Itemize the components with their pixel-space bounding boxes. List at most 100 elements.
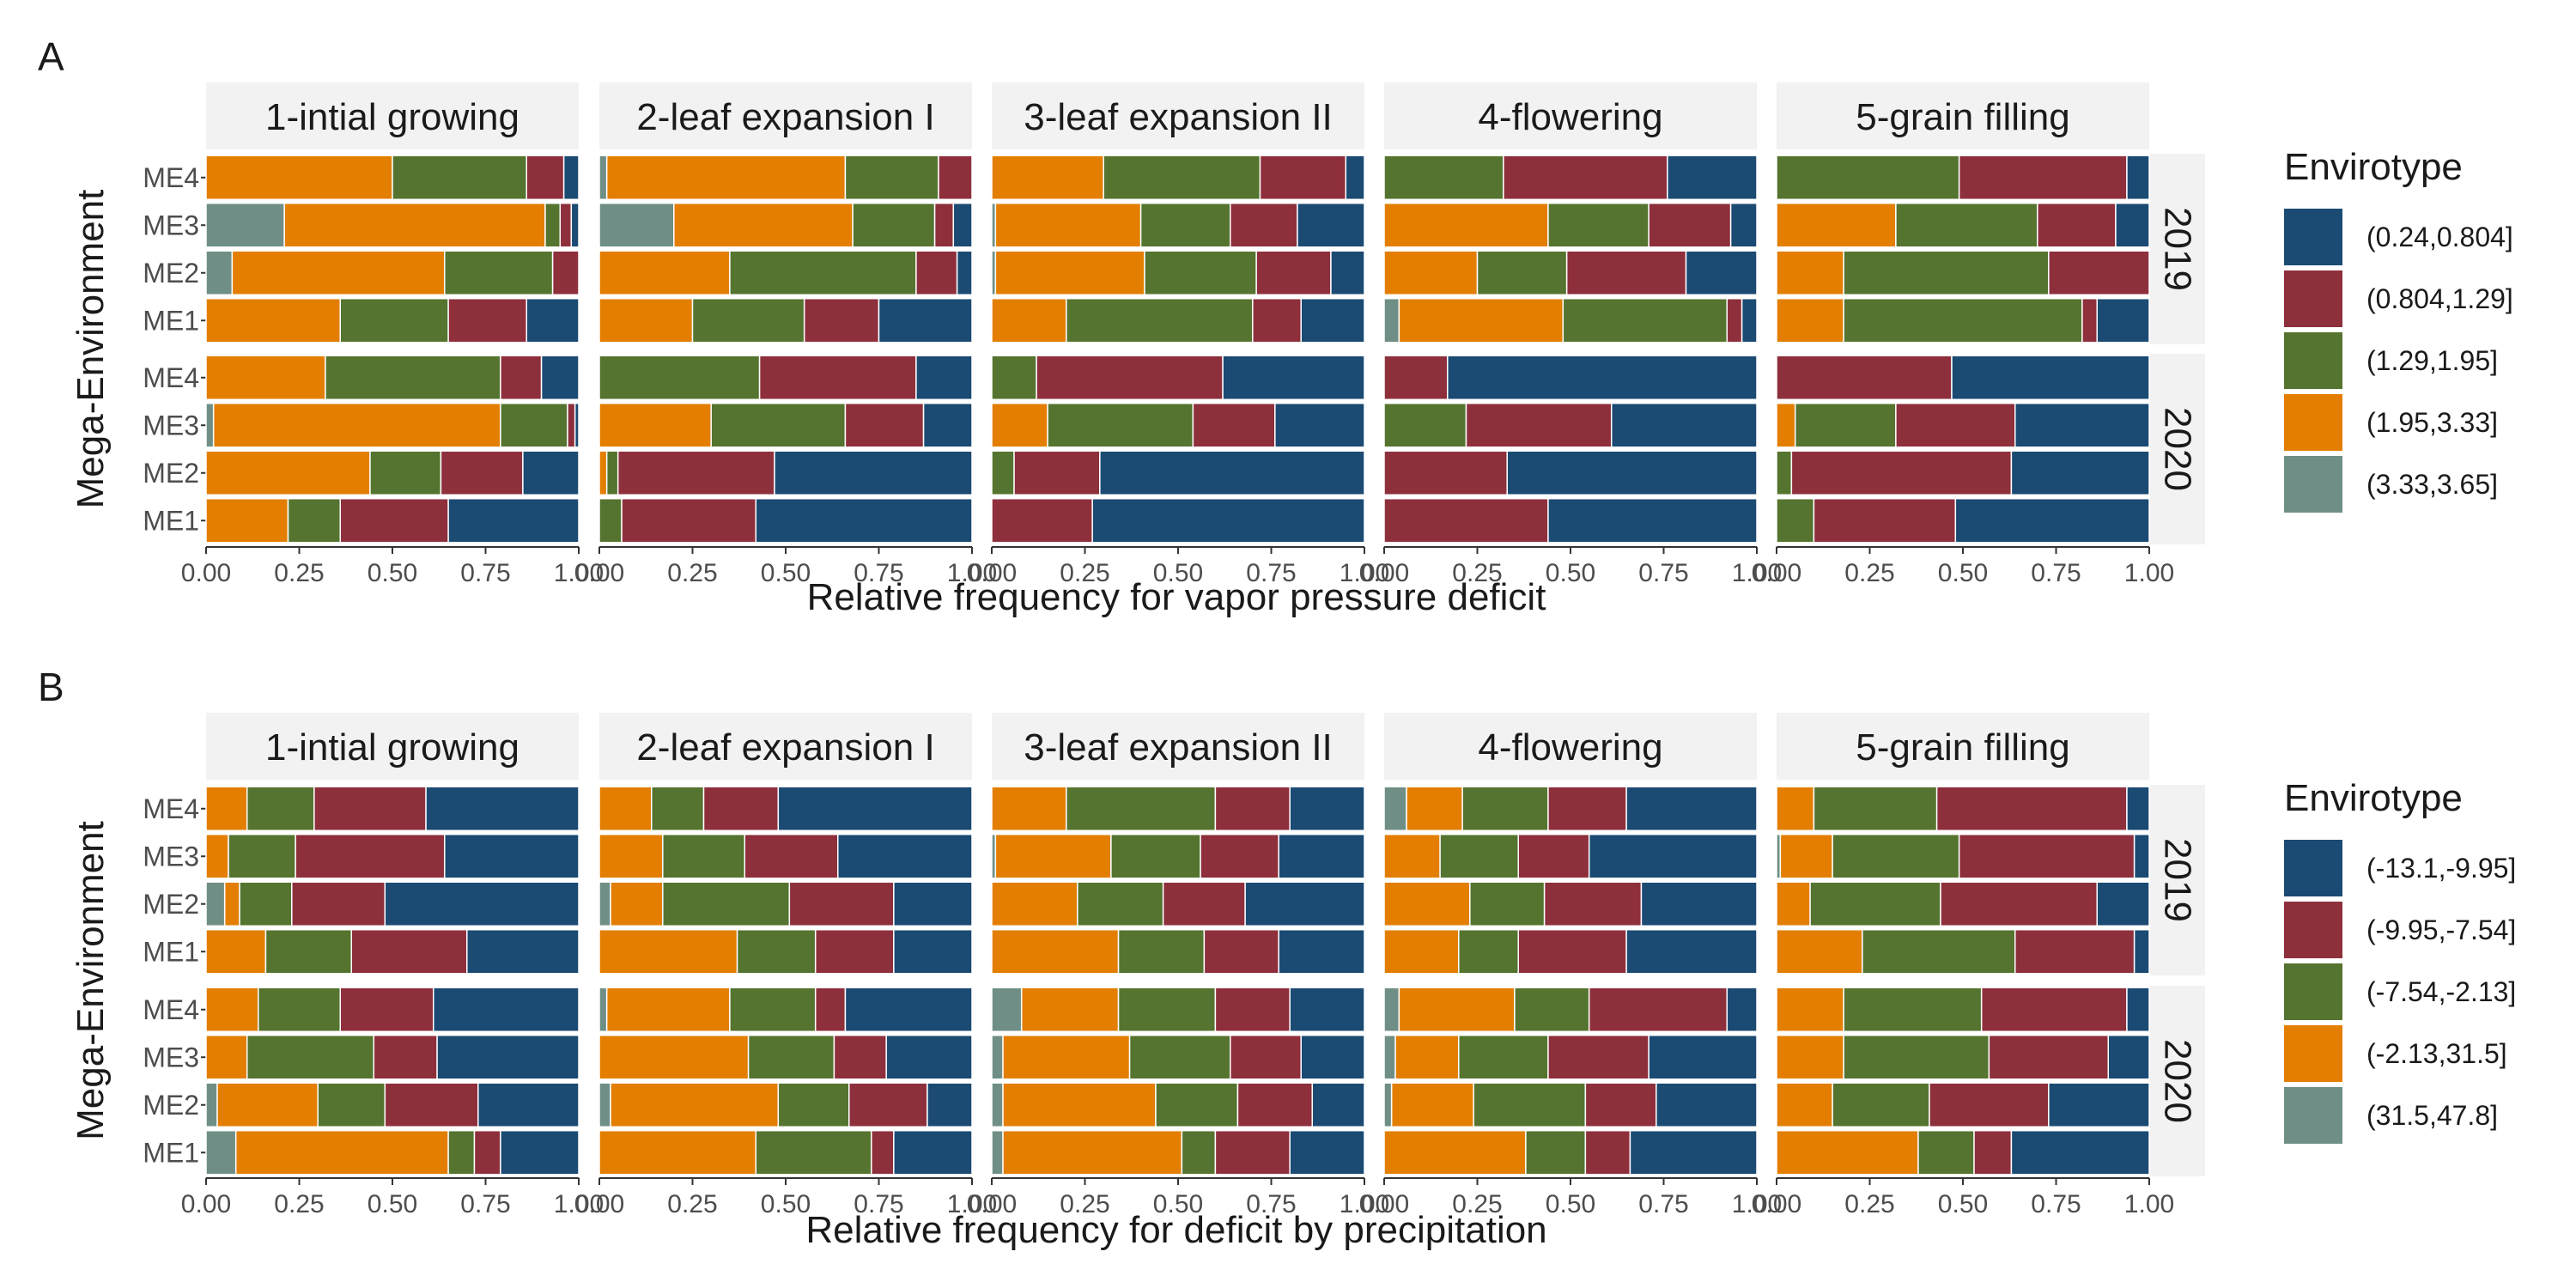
bar-segment <box>1951 355 2150 401</box>
x-tick-label: 1.00 <box>1732 559 1782 587</box>
bar-segment <box>1020 987 1120 1033</box>
bar-segment <box>1776 355 1953 401</box>
bar-segment <box>1383 202 1549 248</box>
bar-segment <box>1222 355 1365 401</box>
facet-strip-4 <box>1384 82 1757 149</box>
bar-segment <box>373 1034 438 1080</box>
x-tick-label: 1.00 <box>1340 1190 1389 1218</box>
bar-segment <box>922 402 973 448</box>
bar-segment <box>758 355 917 401</box>
bar-segment <box>1383 497 1549 544</box>
bar-segment <box>2126 155 2150 201</box>
bar-segment <box>1776 1034 1844 1080</box>
bar-segment <box>1843 297 2083 343</box>
year-strip-label: 2020 <box>2157 407 2199 491</box>
bar-segment <box>1954 497 2150 544</box>
bar-segment <box>1776 155 1960 201</box>
x-tick-label: 0.25 <box>274 1190 324 1218</box>
bar-segment <box>574 402 580 448</box>
bar-segment <box>1383 987 1400 1033</box>
bar-segment <box>1741 297 1758 343</box>
bar-segment <box>1640 881 1758 927</box>
bar-segment <box>952 202 973 248</box>
bar-segment <box>295 833 446 879</box>
x-tick-label: 1.00 <box>554 559 604 587</box>
bar-segment <box>814 987 847 1033</box>
bar-segment <box>729 250 917 296</box>
bar-segment <box>1958 155 2128 201</box>
bar-segment <box>1203 928 1279 975</box>
year-strip <box>2150 154 2205 344</box>
bar-segment <box>1656 1082 1758 1128</box>
chart-panel-a: A 1-intial growing 2-leaf expansion I 3-lea… <box>38 34 2513 618</box>
y-tick-label: ME1 <box>143 305 199 336</box>
bar-segment <box>991 497 1093 544</box>
bar-segment <box>500 355 543 401</box>
bar-segment <box>1162 881 1246 927</box>
bar-segment <box>933 202 955 248</box>
bar-segment <box>878 297 973 343</box>
bar-segment <box>747 1034 835 1080</box>
bar-segment <box>1980 987 2128 1033</box>
legend: Envirotype (-13.1,-9.95] (-9.95,-7.54] (-7.… <box>2284 777 2516 1144</box>
x-tick-label: 1.00 <box>947 559 997 587</box>
bar-segment <box>1383 833 1441 879</box>
facet-strip-5 <box>1777 82 2149 149</box>
bar-segment <box>1584 1082 1657 1128</box>
bar-segment <box>1383 402 1467 448</box>
bar-segment <box>1525 1129 1587 1176</box>
bar-segment <box>1439 833 1519 879</box>
bar-segment <box>1383 355 1449 401</box>
bar-segment <box>1790 450 2013 496</box>
bar-segment <box>598 1082 611 1128</box>
legend-title: Envirotype <box>2284 777 2463 819</box>
x-tick-label: 0.25 <box>1844 559 1894 587</box>
bar-segment <box>205 1034 248 1080</box>
bar-segment <box>1543 881 1643 927</box>
bar-segment <box>598 1129 757 1176</box>
legend-swatch <box>2284 1025 2342 1082</box>
x-tick-label: 0.00 <box>574 559 624 587</box>
x-axis-label: Relative frequency for deficit by precip… <box>805 1209 1546 1251</box>
bar-segment <box>1214 987 1291 1033</box>
y-tick-label: ME3 <box>143 410 199 440</box>
bar-segment <box>1776 402 1796 448</box>
bar-segment <box>605 450 619 496</box>
bar-segment <box>1117 987 1217 1033</box>
x-tick-label: 0.75 <box>854 559 903 587</box>
x-tick-label: 0.75 <box>1246 1190 1296 1218</box>
bar-segment <box>844 402 925 448</box>
bar-segment <box>833 1034 887 1080</box>
legend: Envirotype (0.24,0.804] (0.804,1.29] (1.29,… <box>2284 146 2513 513</box>
bar-segment <box>1776 497 1815 544</box>
bar-segment <box>1383 297 1400 343</box>
facet-strip-1 <box>206 82 579 149</box>
year-strip <box>2150 354 2205 544</box>
legend-label: (1.95,3.33] <box>2366 407 2498 438</box>
bar-segment <box>1473 1082 1587 1128</box>
bar-segment <box>2010 1129 2150 1176</box>
bar-segment <box>598 786 653 832</box>
bar-segment <box>2133 928 2150 975</box>
bar-segment <box>1988 1034 2110 1080</box>
x-tick-label: 0.50 <box>368 1190 417 1218</box>
bar-segment <box>598 297 694 343</box>
bar-segment <box>710 402 847 448</box>
x-tick-label: 0.50 <box>761 559 811 587</box>
bar-segment <box>447 1129 476 1176</box>
bar-segment <box>1776 881 1811 927</box>
bar-segment <box>991 1034 1004 1080</box>
x-tick-label: 0.75 <box>2031 559 2081 587</box>
year-strip-label: 2019 <box>2157 207 2199 291</box>
x-tick-label: 0.50 <box>368 559 417 587</box>
bar-segment <box>544 202 562 248</box>
bar-segment <box>1648 202 1732 248</box>
bar-segment <box>1547 202 1649 248</box>
y-tick-label: ME4 <box>143 994 199 1025</box>
bar-segment <box>991 1129 1004 1176</box>
bar-segment <box>1244 881 1365 927</box>
legend-label: (-9.95,-7.54] <box>2366 914 2516 945</box>
bar-segment <box>1036 355 1224 401</box>
bar-segment <box>432 987 580 1033</box>
x-tick-label: 0.50 <box>1153 559 1203 587</box>
